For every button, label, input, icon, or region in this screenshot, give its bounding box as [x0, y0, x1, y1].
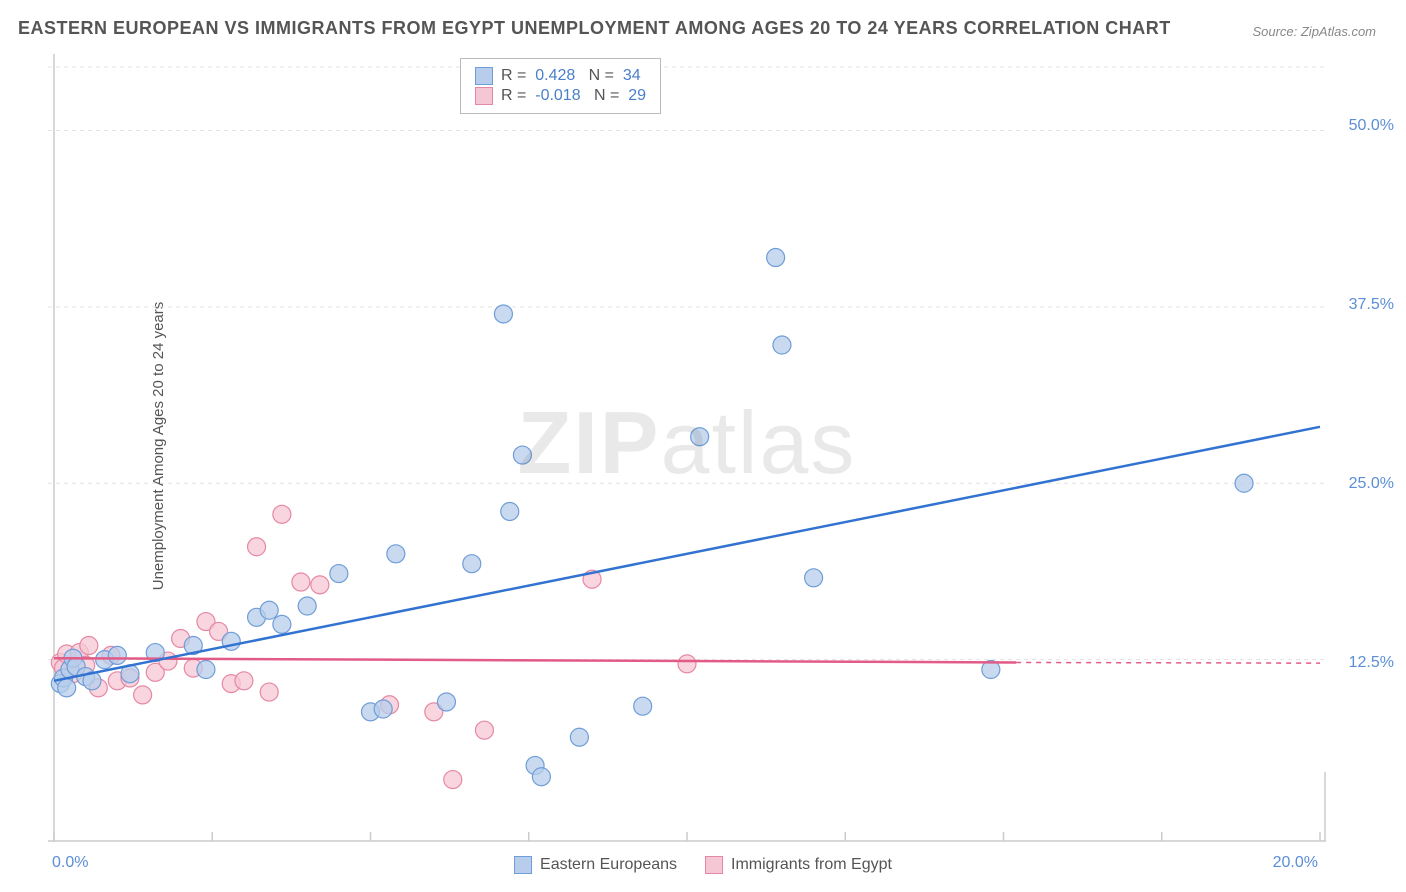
stats-row: R = 0.428 N = 34	[475, 67, 646, 85]
plot-area: ZIPatlas	[48, 54, 1326, 842]
correlation-stats-box: R = 0.428 N = 34 R = -0.018 N = 29	[460, 58, 661, 114]
legend: Eastern Europeans Immigrants from Egypt	[514, 856, 892, 874]
legend-swatch-blue	[514, 856, 532, 874]
x-axis-min-label: 0.0%	[52, 854, 88, 872]
legend-swatch-pink	[705, 856, 723, 874]
y-tick-label: 37.5%	[1349, 296, 1394, 314]
scatter-plot-svg	[48, 54, 1326, 842]
chart-title: EASTERN EUROPEAN VS IMMIGRANTS FROM EGYP…	[18, 18, 1171, 39]
legend-label-blue: Eastern Europeans	[540, 856, 677, 874]
stats-text: R = 0.428 N = 34	[501, 67, 641, 85]
stats-swatch	[475, 67, 493, 85]
stats-text: R = -0.018 N = 29	[501, 87, 646, 105]
y-tick-label: 50.0%	[1349, 117, 1394, 135]
y-tick-label: 12.5%	[1349, 654, 1394, 672]
legend-label-pink: Immigrants from Egypt	[731, 856, 892, 874]
y-tick-label: 25.0%	[1349, 475, 1394, 493]
stats-row: R = -0.018 N = 29	[475, 87, 646, 105]
legend-item-pink: Immigrants from Egypt	[705, 856, 892, 874]
source-attribution: Source: ZipAtlas.com	[1252, 24, 1376, 39]
stats-swatch	[475, 87, 493, 105]
x-axis-max-label: 20.0%	[1273, 854, 1318, 872]
legend-item-blue: Eastern Europeans	[514, 856, 677, 874]
